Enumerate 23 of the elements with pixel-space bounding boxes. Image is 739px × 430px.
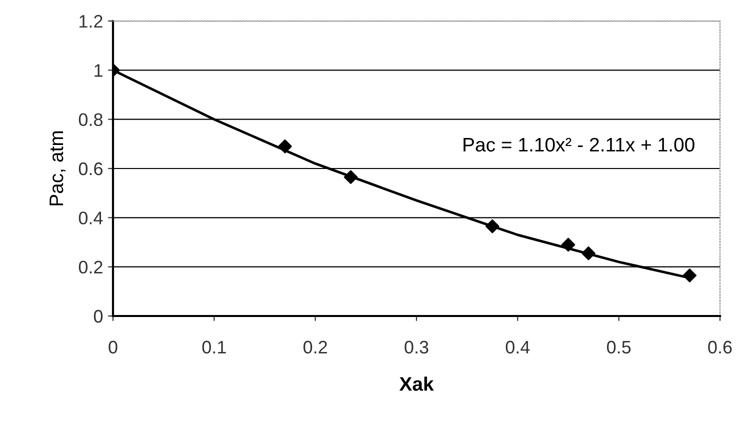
y-tick-label: 0.8	[78, 113, 102, 126]
y-axis-title: Pac, atm	[50, 131, 66, 206]
y-tick-label: 1	[94, 64, 102, 77]
y-tick-label: 0	[94, 310, 103, 323]
x-tick-label: 0.3	[404, 340, 428, 354]
x-tick-label: 0.4	[506, 340, 530, 354]
annotation: Pac = 1.10x² - 2.11x + 1.00	[464, 138, 694, 152]
x-tick-label: 0.1	[202, 340, 226, 354]
y-tick-label: 0.6	[78, 162, 102, 176]
x-tick-label: 0.6	[708, 340, 732, 354]
x-tick-label: 0.5	[606, 340, 631, 354]
y-tick-label: 0.4	[78, 212, 103, 224]
x-tick-label: 0	[108, 340, 118, 354]
point	[582, 246, 596, 260]
y-tick-label: 0.2	[78, 260, 102, 274]
point	[344, 170, 358, 184]
point	[278, 139, 292, 154]
x-tick-label: 0.2	[303, 340, 327, 354]
point	[682, 268, 697, 282]
point	[485, 219, 500, 234]
point	[561, 238, 576, 252]
x-axis-title: Xak	[399, 376, 434, 391]
y-tick-label: 1.2	[80, 14, 102, 28]
